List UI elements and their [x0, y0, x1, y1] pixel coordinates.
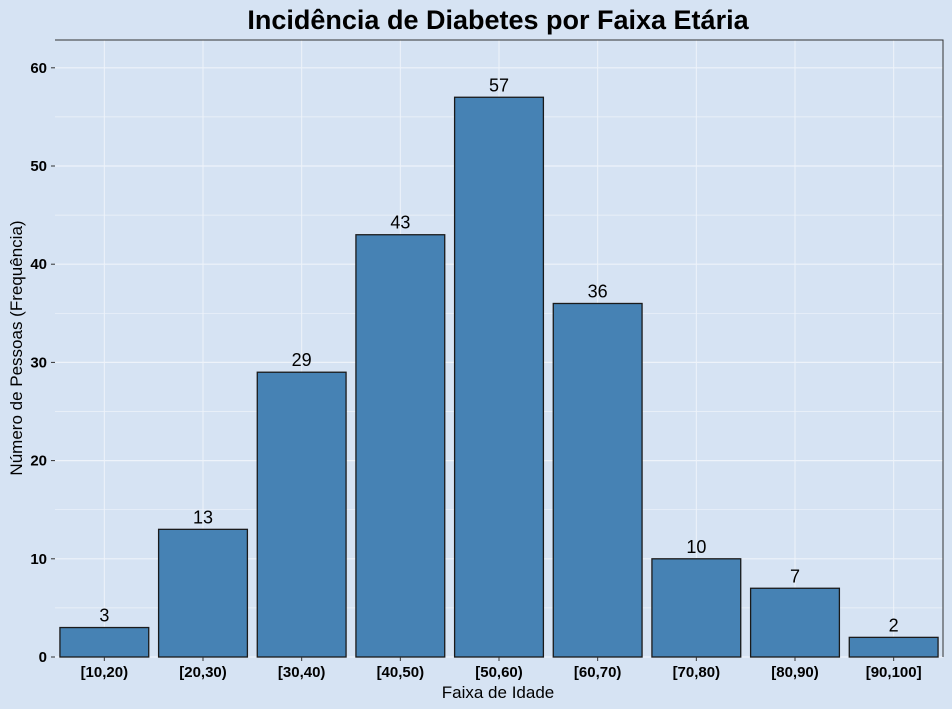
x-tick-label: [10,20): [81, 664, 129, 681]
bars: [59, 96, 939, 658]
data-label: 3: [99, 606, 109, 626]
data-label: 10: [686, 537, 706, 557]
x-tick-label: [90,100]: [866, 664, 922, 681]
data-labels: 3 13 29 43 57 36 10 7 2: [99, 75, 898, 635]
y-tick-label: 10: [30, 551, 47, 568]
data-label: 2: [889, 615, 899, 635]
x-axis-title: Faixa de Idade: [442, 683, 554, 702]
data-label: 13: [193, 507, 213, 527]
y-tick-label: 30: [30, 354, 47, 371]
x-axis-ticks: [10,20) [20,30) [30,40) [40,50) [50,60) [60,7…: [81, 657, 922, 681]
x-tick-label: [80,90): [771, 664, 819, 681]
y-tick-label: 50: [30, 158, 47, 175]
bar: [848, 636, 939, 658]
data-label: 43: [390, 213, 410, 233]
y-axis-title: Número de Pessoas (Frequência): [7, 220, 26, 475]
bar: [749, 587, 841, 658]
bar: [552, 302, 643, 658]
bar: [256, 371, 347, 658]
x-tick-label: [20,30): [179, 664, 227, 681]
y-tick-label: 20: [30, 453, 47, 470]
x-tick-label: [30,40): [278, 664, 326, 681]
x-tick-label: [70,80): [673, 664, 721, 681]
bar: [157, 528, 249, 658]
bar: [355, 234, 446, 658]
chart-title: Incidência de Diabetes por Faixa Etária: [247, 5, 749, 35]
x-tick-label: [50,60): [475, 664, 523, 681]
bar: [453, 96, 545, 658]
data-label: 7: [790, 566, 800, 586]
data-label: 57: [489, 75, 509, 95]
data-label: 36: [588, 281, 608, 301]
y-tick-label: 60: [30, 60, 47, 77]
bar: [651, 558, 742, 658]
plot-border: [55, 39, 944, 657]
x-tick-label: [60,70): [574, 664, 622, 681]
x-tick-label: [40,50): [377, 664, 425, 681]
y-axis-ticks: 0 10 20 30 40 50 60: [30, 60, 55, 666]
y-tick-label: 40: [30, 256, 47, 273]
y-tick-label: 0: [39, 649, 47, 666]
bar: [59, 626, 150, 658]
data-label: 29: [292, 350, 312, 370]
